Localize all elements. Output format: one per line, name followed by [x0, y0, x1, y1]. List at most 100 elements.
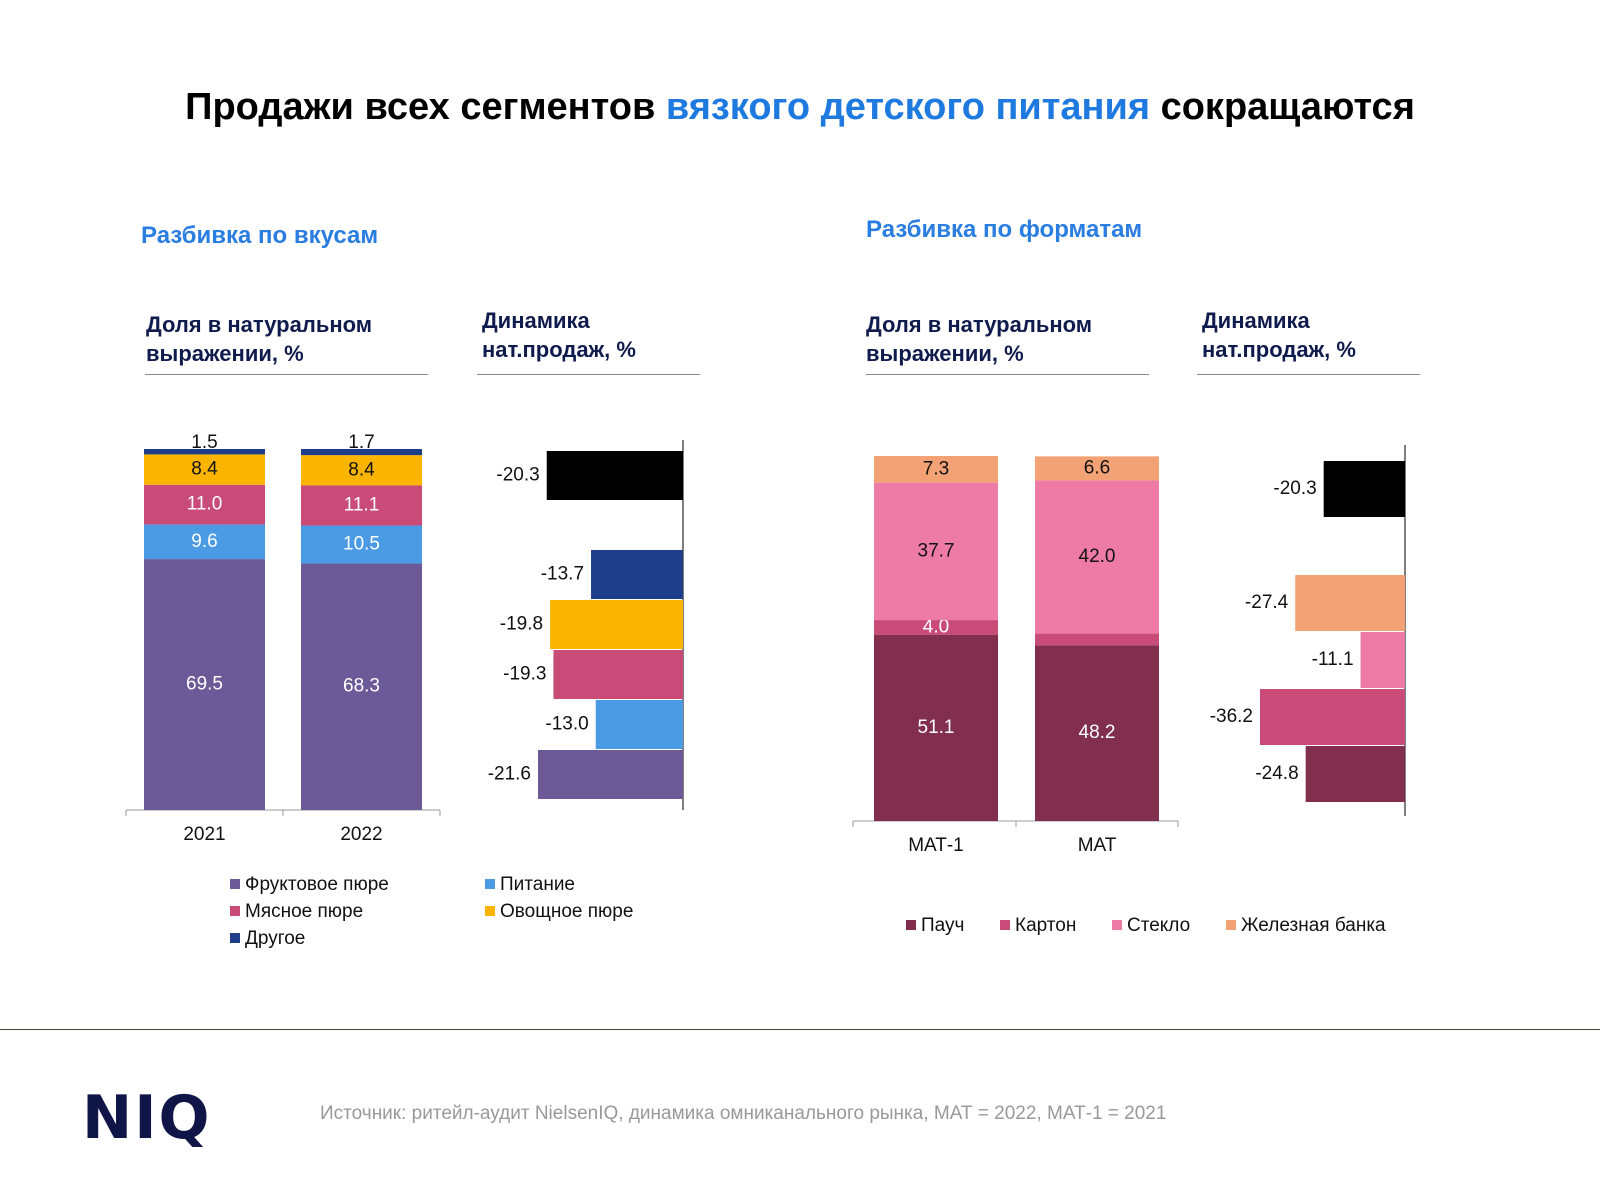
- legend-label: Питание: [500, 874, 575, 895]
- data-label: 51.1: [918, 717, 955, 738]
- legend-swatch: [230, 933, 240, 943]
- data-label: 68.3: [343, 676, 380, 697]
- bar-segment: [144, 524, 265, 560]
- legend-swatch: [230, 906, 240, 916]
- legend-item: Питание: [485, 874, 575, 896]
- bar-segment: [301, 449, 422, 456]
- data-label: -21.6: [488, 764, 531, 785]
- page-title: Продажи всех сегментов вязкого детского …: [185, 86, 1415, 128]
- legend-swatch: [1112, 920, 1122, 930]
- legend-label: Мясное пюре: [245, 901, 364, 922]
- bar: [550, 600, 683, 649]
- data-label: 8.4: [191, 459, 218, 480]
- legend-item: Стекло: [1112, 915, 1190, 937]
- x-tick-label: МАТ-1: [908, 835, 964, 856]
- data-label: -27.4: [1245, 592, 1289, 613]
- data-label: -19.3: [503, 664, 546, 685]
- bar-segment: [144, 559, 265, 810]
- data-label: 48.2: [1079, 722, 1116, 743]
- bar-segment: [301, 455, 422, 486]
- legend-swatch: [485, 906, 495, 916]
- bar: [538, 750, 683, 799]
- bar-segment: [874, 620, 998, 635]
- data-label: 1.5: [191, 432, 217, 453]
- data-label: 1.7: [348, 432, 374, 453]
- data-label: 6.6: [1084, 457, 1110, 478]
- data-label: 7.3: [923, 458, 949, 479]
- header-rule: [866, 374, 1149, 375]
- bar-segment: [1035, 480, 1159, 634]
- bar: [1360, 632, 1405, 688]
- bar-segment: [144, 484, 265, 525]
- bar-segment: [1035, 456, 1159, 481]
- data-label: 42.0: [1079, 546, 1116, 567]
- x-tick-label: 2022: [340, 824, 382, 845]
- legend-label: Фруктовое пюре: [245, 874, 389, 895]
- x-tick-label: 2021: [183, 824, 225, 845]
- data-label: -20.3: [1273, 478, 1316, 499]
- header-rule: [145, 374, 428, 375]
- footer-divider: [0, 1029, 1600, 1030]
- bar-segment: [1035, 645, 1159, 821]
- header-rule: [477, 374, 700, 375]
- share-header-right: Доля в натуральном выражении, %: [866, 312, 1093, 366]
- bar-segment: [301, 485, 422, 526]
- bar-segment: [301, 525, 422, 564]
- data-label: 11.1: [344, 495, 380, 516]
- bar: [1260, 689, 1405, 745]
- legend-label: Железная банка: [1241, 915, 1386, 936]
- data-label: 11.0: [187, 494, 223, 515]
- data-label: 4.0: [923, 616, 949, 637]
- legend-swatch: [1000, 920, 1010, 930]
- legend-swatch: [1226, 920, 1236, 930]
- legend-item: Картон: [1000, 915, 1076, 937]
- legend-item: Мясное пюре: [230, 901, 363, 923]
- data-label: -11.1: [1312, 649, 1354, 670]
- section-title-formats: Разбивка по форматам: [866, 216, 1143, 243]
- legend-label: Овощное пюре: [500, 901, 634, 922]
- source-note: Источник: ритейл-аудит NielsenIQ, динами…: [320, 1103, 1167, 1124]
- data-label: -36.2: [1210, 706, 1253, 727]
- legend-swatch: [906, 920, 916, 930]
- bar-segment: [144, 454, 265, 485]
- bar: [595, 700, 683, 749]
- header-rule: [1197, 374, 1420, 375]
- dynamics-header-left: Динамика нат.продаж, %: [482, 308, 636, 362]
- legend-item: Пауч: [906, 915, 964, 937]
- x-tick-label: МАТ: [1078, 835, 1117, 856]
- data-label: 9.6: [191, 531, 217, 552]
- section-title-flavors: Разбивка по вкусам: [141, 222, 379, 249]
- niq-logo: NIQ: [82, 1083, 212, 1153]
- bar: [1323, 461, 1405, 517]
- bar-segment: [1035, 633, 1159, 646]
- data-label: -13.7: [541, 564, 584, 585]
- bar-segment: [144, 449, 265, 455]
- bar: [546, 451, 683, 500]
- legend-swatch: [230, 879, 240, 889]
- bar-segment: [301, 563, 422, 810]
- bar-segment: [874, 456, 998, 483]
- bar-segment: [874, 482, 998, 621]
- data-label: 37.7: [918, 540, 955, 561]
- data-label: -13.0: [545, 714, 588, 735]
- bar: [553, 650, 683, 699]
- data-label: -24.8: [1255, 763, 1298, 784]
- bar: [1295, 575, 1405, 631]
- dynamics-header-right: Динамика нат.продаж, %: [1202, 308, 1356, 362]
- share-header-left: Доля в натуральном выражении, %: [146, 312, 373, 366]
- legend-label: Другое: [245, 928, 306, 949]
- legend-item: Фруктовое пюре: [230, 874, 389, 896]
- bar: [591, 550, 683, 599]
- data-label: -19.8: [500, 614, 543, 635]
- legend-label: Стекло: [1127, 915, 1191, 936]
- data-label: 10.5: [343, 534, 380, 555]
- legend-item: Железная банка: [1226, 915, 1386, 937]
- legend-label: Пауч: [921, 915, 965, 936]
- bar: [1305, 746, 1405, 802]
- legend-swatch: [485, 879, 495, 889]
- legend-item: Овощное пюре: [485, 901, 633, 923]
- data-label: -20.3: [496, 465, 539, 486]
- data-label: 8.4: [348, 459, 375, 480]
- data-label: 69.5: [186, 674, 223, 695]
